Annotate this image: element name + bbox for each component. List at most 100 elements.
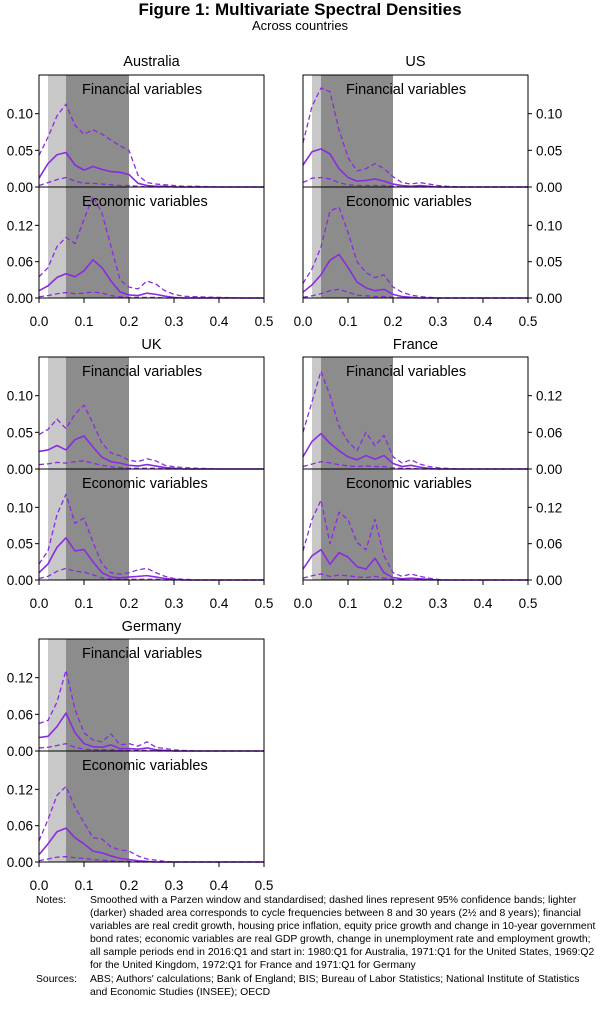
series-line-australia-economic-variables-1: [38, 195, 264, 299]
dark-band-germany-financial-variables: [66, 639, 129, 751]
light-band-france-financial-variables: [312, 357, 321, 469]
sources-row: Sources: ABS; Authors' calculations; Ban…: [36, 973, 596, 999]
x-tick-label-france: 0.4: [474, 596, 493, 611]
panel-label-germany-economic-variables: Economic variables: [82, 758, 208, 774]
y-tick-label-us-economic-variables: 0.05: [536, 255, 562, 270]
x-tick-label-germany: 0.0: [30, 878, 49, 893]
y-tick-label-germany-economic-variables: 0.12: [7, 782, 33, 797]
panel-frame-germany-economic-variables: [38, 750, 265, 863]
y-tick-label-uk-financial-variables: 0.10: [7, 389, 33, 404]
y-tick-label-us-financial-variables: 0.10: [536, 107, 562, 122]
x-tick-label-australia: 0.3: [165, 314, 184, 329]
panel-label-australia-economic-variables: Economic variables: [82, 194, 208, 210]
x-tick-label-australia: 0.5: [255, 314, 274, 329]
x-tick-label-us: 0.3: [429, 314, 448, 329]
light-band-australia-economic-variables: [48, 187, 66, 298]
figure-title: Figure 1: Multivariate Spectral Densitie…: [138, 0, 462, 19]
y-tick-label-france-financial-variables: 0.12: [536, 389, 562, 404]
dark-band-us-economic-variables: [321, 187, 393, 298]
notes-block: Notes: Smoothed with a Parzen window and…: [36, 894, 596, 999]
panel-label-germany-financial-variables: Financial variables: [82, 646, 202, 662]
y-tick-label-germany-financial-variables: 0.06: [7, 707, 33, 722]
country-title-france: France: [393, 337, 438, 353]
y-tick-label-france-economic-variables: 0.00: [536, 573, 562, 588]
notes-text: Smoothed with a Parzen window and standa…: [90, 895, 596, 971]
y-tick-label-uk-economic-variables: 0.00: [7, 573, 33, 588]
notes-label: Notes:: [36, 895, 67, 906]
dark-band-uk-economic-variables: [66, 469, 129, 580]
x-tick-label-france: 0.3: [429, 596, 448, 611]
x-tick-label-france: 0.2: [384, 596, 403, 611]
light-band-us-financial-variables: [312, 75, 321, 187]
country-title-uk: UK: [141, 337, 161, 353]
y-tick-label-australia-financial-variables: 0.10: [7, 107, 33, 122]
y-tick-label-australia-financial-variables: 0.05: [7, 143, 33, 158]
panel-label-us-economic-variables: Economic variables: [346, 194, 472, 210]
x-tick-label-us: 0.2: [384, 314, 403, 329]
y-tick-label-germany-financial-variables: 0.00: [7, 744, 33, 759]
x-tick-label-uk: 0.2: [120, 596, 139, 611]
country-title-germany: Germany: [122, 619, 182, 635]
light-band-uk-financial-variables: [48, 357, 66, 469]
panel-frame-us-economic-variables: [302, 186, 529, 299]
x-tick-label-france: 0.0: [294, 596, 313, 611]
x-tick-label-uk: 0.0: [30, 596, 49, 611]
x-tick-label-australia: 0.1: [75, 314, 94, 329]
y-tick-label-uk-economic-variables: 0.10: [7, 500, 33, 515]
y-tick-label-france-economic-variables: 0.06: [536, 537, 562, 552]
x-tick-label-uk: 0.4: [210, 596, 229, 611]
y-tick-label-us-financial-variables: 0.00: [536, 180, 562, 195]
x-tick-label-germany: 0.1: [75, 878, 94, 893]
country-title-us: US: [405, 54, 425, 70]
notes-row: Notes: Smoothed with a Parzen window and…: [36, 894, 596, 972]
x-tick-label-germany: 0.5: [255, 878, 274, 893]
y-tick-label-australia-economic-variables: 0.00: [7, 291, 33, 306]
y-tick-label-us-financial-variables: 0.05: [536, 143, 562, 158]
x-tick-label-germany: 0.4: [210, 878, 229, 893]
y-tick-label-germany-financial-variables: 0.12: [7, 671, 33, 686]
y-tick-label-australia-financial-variables: 0.00: [7, 180, 33, 195]
x-tick-label-france: 0.1: [339, 596, 358, 611]
light-band-france-economic-variables: [312, 469, 321, 580]
x-tick-label-us: 0.4: [474, 314, 493, 329]
x-tick-label-uk: 0.5: [255, 596, 274, 611]
light-band-germany-economic-variables: [48, 751, 66, 862]
panel-label-australia-financial-variables: Financial variables: [82, 82, 202, 98]
series-line-uk-economic-variables-1: [38, 493, 264, 581]
x-tick-label-uk: 0.1: [75, 596, 94, 611]
x-tick-label-australia: 0.4: [210, 314, 229, 329]
light-band-germany-financial-variables: [48, 639, 66, 751]
x-tick-label-germany: 0.3: [165, 878, 184, 893]
x-tick-label-us: 0.0: [294, 314, 313, 329]
x-tick-label-us: 0.5: [519, 314, 538, 329]
panel-label-france-financial-variables: Financial variables: [346, 364, 466, 380]
y-tick-label-us-economic-variables: 0.10: [536, 218, 562, 233]
sources-label: Sources:: [36, 974, 78, 985]
y-tick-label-us-economic-variables: 0.00: [536, 291, 562, 306]
y-tick-label-uk-financial-variables: 0.05: [7, 425, 33, 440]
panel-label-uk-financial-variables: Financial variables: [82, 364, 202, 380]
x-tick-label-france: 0.5: [519, 596, 538, 611]
y-tick-label-uk-economic-variables: 0.05: [7, 537, 33, 552]
y-tick-label-uk-financial-variables: 0.00: [7, 462, 33, 477]
x-tick-label-australia: 0.0: [30, 314, 49, 329]
x-tick-label-uk: 0.3: [165, 596, 184, 611]
y-tick-label-australia-economic-variables: 0.06: [7, 255, 33, 270]
y-tick-label-france-financial-variables: 0.00: [536, 462, 562, 477]
y-tick-label-france-economic-variables: 0.12: [536, 500, 562, 515]
panel-label-france-economic-variables: Economic variables: [346, 476, 472, 492]
x-tick-label-germany: 0.2: [120, 878, 139, 893]
x-tick-label-australia: 0.2: [120, 314, 139, 329]
series-line-uk-financial-variables-1: [38, 404, 264, 470]
dark-band-us-financial-variables: [321, 75, 393, 187]
country-title-australia: Australia: [123, 54, 180, 70]
figure-subtitle: Across countries: [251, 18, 349, 33]
panel-label-uk-economic-variables: Economic variables: [82, 476, 208, 492]
light-band-us-economic-variables: [312, 187, 321, 298]
y-tick-label-australia-economic-variables: 0.12: [7, 218, 33, 233]
panel-frame-france-economic-variables: [302, 468, 529, 581]
panel-frame-uk-economic-variables: [38, 468, 265, 581]
light-band-uk-economic-variables: [48, 469, 66, 580]
panel-label-us-financial-variables: Financial variables: [346, 82, 466, 98]
